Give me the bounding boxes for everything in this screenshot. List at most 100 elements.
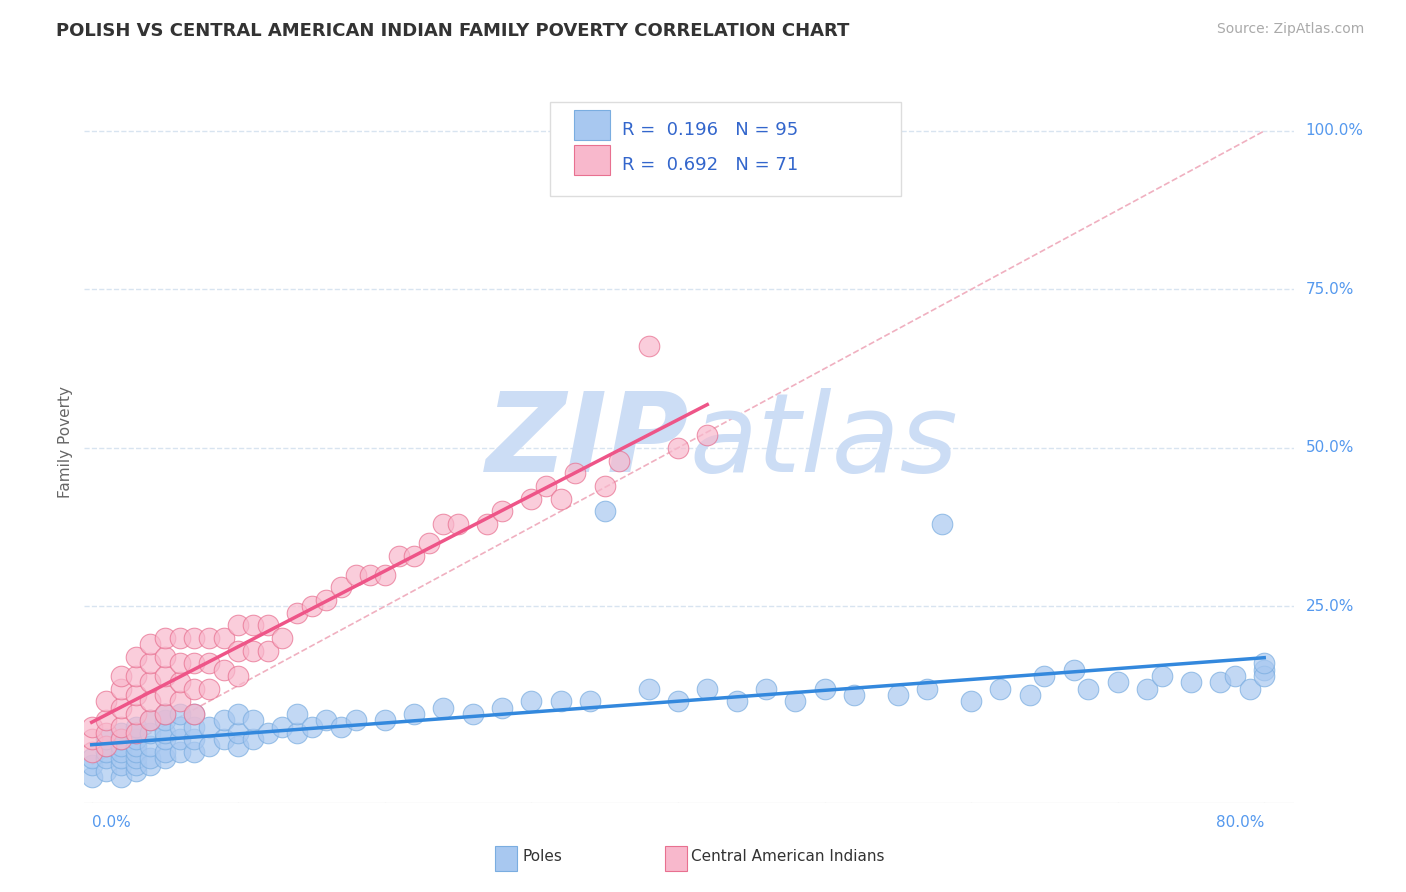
Point	[329, 720, 352, 734]
FancyBboxPatch shape	[495, 847, 517, 871]
Point	[226, 643, 249, 657]
Point	[183, 657, 205, 671]
Point	[696, 681, 718, 696]
Point	[139, 694, 162, 708]
Point	[432, 700, 454, 714]
Point	[169, 732, 191, 747]
Point	[931, 516, 953, 531]
FancyBboxPatch shape	[574, 145, 610, 175]
Point	[80, 771, 103, 785]
Point	[139, 726, 162, 740]
Text: 25.0%: 25.0%	[1306, 599, 1354, 614]
Point	[110, 726, 132, 740]
Point	[183, 732, 205, 747]
FancyBboxPatch shape	[550, 102, 901, 196]
Point	[96, 751, 118, 765]
Point	[169, 745, 191, 759]
Point	[124, 757, 146, 772]
Point	[666, 694, 689, 708]
Point	[593, 479, 616, 493]
Point	[607, 453, 630, 467]
Point	[124, 726, 146, 740]
Point	[124, 669, 146, 683]
Point	[242, 643, 264, 657]
Point	[198, 720, 221, 734]
Point	[212, 663, 235, 677]
Point	[1239, 681, 1261, 696]
Point	[226, 618, 249, 632]
Text: 100.0%: 100.0%	[1306, 123, 1364, 138]
Text: Poles: Poles	[522, 849, 562, 864]
Point	[110, 720, 132, 734]
Point	[110, 732, 132, 747]
Point	[169, 694, 191, 708]
Point	[124, 726, 146, 740]
Point	[404, 707, 426, 722]
Point	[593, 504, 616, 518]
Point	[183, 745, 205, 759]
Text: 0.0%: 0.0%	[91, 815, 131, 830]
Point	[564, 467, 586, 481]
Point	[301, 599, 323, 614]
Y-axis label: Family Poverty: Family Poverty	[58, 385, 73, 498]
Text: atlas: atlas	[689, 388, 957, 495]
Point	[813, 681, 835, 696]
Text: R =  0.196   N = 95: R = 0.196 N = 95	[623, 121, 799, 139]
Point	[842, 688, 865, 702]
Point	[153, 732, 176, 747]
Point	[80, 732, 103, 747]
Point	[110, 739, 132, 753]
Point	[1150, 669, 1173, 683]
Point	[96, 694, 118, 708]
Point	[696, 428, 718, 442]
Point	[579, 694, 602, 708]
Point	[1136, 681, 1159, 696]
Point	[315, 593, 337, 607]
Point	[110, 751, 132, 765]
Point	[124, 650, 146, 665]
Point	[139, 637, 162, 651]
Point	[1077, 681, 1099, 696]
Point	[169, 631, 191, 645]
Point	[285, 707, 308, 722]
Point	[491, 700, 513, 714]
Point	[534, 479, 557, 493]
Point	[477, 516, 499, 531]
Point	[124, 739, 146, 753]
Point	[1253, 663, 1275, 677]
Text: 50.0%: 50.0%	[1306, 441, 1354, 456]
Point	[153, 669, 176, 683]
Point	[666, 441, 689, 455]
Point	[226, 726, 249, 740]
Point	[271, 720, 294, 734]
Point	[256, 618, 278, 632]
Point	[110, 681, 132, 696]
Point	[110, 700, 132, 714]
Text: POLISH VS CENTRAL AMERICAN INDIAN FAMILY POVERTY CORRELATION CHART: POLISH VS CENTRAL AMERICAN INDIAN FAMILY…	[56, 22, 849, 40]
Text: 80.0%: 80.0%	[1216, 815, 1264, 830]
Point	[96, 764, 118, 778]
Point	[301, 720, 323, 734]
Point	[124, 751, 146, 765]
Point	[256, 643, 278, 657]
Point	[169, 720, 191, 734]
Point	[139, 751, 162, 765]
Point	[520, 491, 543, 506]
Point	[212, 714, 235, 728]
Point	[153, 650, 176, 665]
Point	[637, 339, 659, 353]
Point	[344, 567, 367, 582]
Point	[960, 694, 983, 708]
Point	[80, 751, 103, 765]
Point	[80, 720, 103, 734]
Text: R =  0.692   N = 71: R = 0.692 N = 71	[623, 156, 799, 174]
Point	[198, 657, 221, 671]
Point	[212, 631, 235, 645]
Point	[491, 504, 513, 518]
Point	[1107, 675, 1129, 690]
Point	[153, 631, 176, 645]
Point	[124, 720, 146, 734]
Point	[110, 732, 132, 747]
Point	[124, 707, 146, 722]
Point	[96, 726, 118, 740]
